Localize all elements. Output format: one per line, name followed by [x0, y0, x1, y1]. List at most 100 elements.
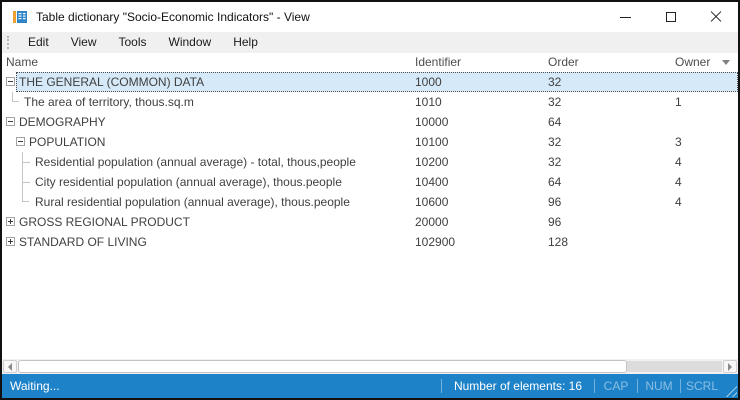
scroll-lock-indicator: SCRL — [685, 379, 718, 393]
menu-gripper-icon — [7, 36, 9, 49]
expand-icon[interactable] — [6, 237, 15, 246]
cell-owner: 3 — [675, 135, 682, 149]
status-message: Waiting... — [10, 379, 60, 393]
column-header-name[interactable]: Name — [6, 55, 39, 69]
menu-edit[interactable]: Edit — [28, 35, 49, 49]
collapse-icon[interactable] — [6, 117, 15, 126]
column-header-identifier[interactable]: Identifier — [415, 55, 462, 69]
table-row[interactable]: DEMOGRAPHY 10000 64 — [2, 112, 738, 132]
scroll-right-button[interactable] — [723, 360, 737, 373]
cell-name: POPULATION — [2, 132, 412, 152]
caps-lock-indicator: CAP — [603, 379, 629, 393]
tree-connector-line — [22, 152, 30, 172]
cell-order: 128 — [548, 235, 569, 249]
cell-identifier: 10400 — [415, 175, 449, 189]
tree-connector-line — [12, 92, 19, 102]
cell-order: 64 — [548, 115, 562, 129]
menu-tools[interactable]: Tools — [118, 35, 147, 49]
row-name-label: Rural residential population (annual ave… — [35, 195, 350, 209]
cell-order: 96 — [548, 215, 562, 229]
cell-owner — [672, 112, 738, 132]
table-row[interactable]: GROSS REGIONAL PRODUCT 20000 96 — [2, 212, 738, 232]
cell-identifier: 10100 — [415, 135, 449, 149]
cell-identifier: 1000 — [415, 75, 442, 89]
cell-name: THE GENERAL (COMMON) DATA — [2, 72, 412, 92]
table-row[interactable]: STANDARD OF LIVING 102900 128 — [2, 232, 738, 252]
table-body: THE GENERAL (COMMON) DATA 1000 32 The area … — [2, 72, 738, 252]
status-separator — [594, 379, 595, 393]
arrow-left-icon — [8, 362, 12, 371]
column-chooser-button[interactable] — [719, 53, 733, 72]
minimize-button[interactable] — [603, 2, 648, 32]
cell-name: DEMOGRAPHY — [2, 112, 412, 132]
window-title: Table dictionary "Socio-Economic Indicat… — [36, 10, 310, 24]
cell-identifier: 1010 — [415, 95, 442, 109]
close-button[interactable] — [693, 2, 738, 32]
cell-name: GROSS REGIONAL PRODUCT — [2, 212, 412, 232]
table-row[interactable]: POPULATION 10100 32 3 — [2, 132, 738, 152]
cell-name: Residential population (annual average) … — [2, 152, 412, 172]
menu-window[interactable]: Window — [168, 35, 212, 49]
menu-help[interactable]: Help — [233, 35, 258, 49]
cell-order: 32 — [548, 75, 562, 89]
row-name-label: POPULATION — [29, 135, 106, 149]
close-icon — [710, 11, 722, 23]
table-row[interactable]: City residential population (annual aver… — [2, 172, 738, 192]
arrow-right-icon — [728, 362, 732, 371]
chevron-down-icon — [722, 60, 730, 65]
menu-view[interactable]: View — [70, 35, 97, 49]
cell-order: 32 — [548, 135, 562, 149]
row-name-label: DEMOGRAPHY — [19, 115, 106, 129]
row-name-label: GROSS REGIONAL PRODUCT — [19, 215, 190, 229]
cell-owner — [672, 232, 738, 252]
cell-order: 64 — [548, 175, 562, 189]
num-lock-indicator: NUM — [645, 379, 673, 393]
maximize-icon — [665, 12, 676, 22]
cell-identifier: 10600 — [415, 195, 449, 209]
cell-identifier: 20000 — [415, 215, 449, 229]
cell-identifier: 10000 — [415, 115, 449, 129]
status-separator — [680, 379, 681, 393]
cell-name: STANDARD OF LIVING — [2, 232, 412, 252]
cell-order: 32 — [548, 155, 562, 169]
empty-area — [2, 252, 738, 359]
cell-identifier: 102900 — [415, 235, 456, 249]
row-name-label: Residential population (annual average) … — [35, 155, 356, 169]
status-separator — [440, 379, 442, 393]
maximize-button[interactable] — [648, 2, 693, 32]
row-name-label: City residential population (annual aver… — [35, 175, 342, 189]
expand-icon[interactable] — [6, 217, 15, 226]
tree-connector-line — [22, 172, 30, 192]
collapse-icon[interactable] — [6, 77, 15, 86]
scrollbar-track[interactable] — [627, 361, 722, 372]
selected-row-highlight — [16, 72, 738, 92]
resize-grip-icon[interactable] — [723, 383, 737, 397]
cell-owner: 4 — [675, 155, 682, 169]
column-header-owner[interactable]: Owner — [675, 55, 711, 69]
table-header: Name Identifier Order Owner — [2, 53, 738, 72]
cell-name: City residential population (annual aver… — [2, 172, 412, 192]
cell-owner — [672, 212, 738, 232]
cell-identifier: 10200 — [415, 155, 449, 169]
tree-connector-line — [22, 192, 29, 202]
table-row[interactable]: THE GENERAL (COMMON) DATA 1000 32 — [2, 72, 738, 92]
cell-name: Rural residential population (annual ave… — [2, 192, 412, 212]
horizontal-scrollbar[interactable] — [2, 359, 738, 374]
column-header-order[interactable]: Order — [548, 55, 579, 69]
cell-order: 32 — [548, 95, 562, 109]
scroll-left-button[interactable] — [3, 360, 17, 373]
table-row[interactable]: The area of territory, thous.sq.m 1010 32 1 — [2, 92, 738, 112]
cell-order: 96 — [548, 195, 562, 209]
scrollbar-thumb[interactable] — [18, 360, 627, 373]
table-row[interactable]: Residential population (annual average) … — [2, 152, 738, 172]
status-separator — [637, 379, 638, 393]
collapse-icon[interactable] — [16, 137, 25, 146]
title-bar: Table dictionary "Socio-Economic Indicat… — [2, 2, 738, 32]
cell-owner — [672, 72, 738, 92]
status-bar: Waiting... Number of elements: 16 CAP NU… — [2, 374, 738, 398]
cell-owner: 4 — [675, 175, 682, 189]
table-row[interactable]: Rural residential population (annual ave… — [2, 192, 738, 212]
minimize-icon — [620, 16, 631, 18]
row-name-label: STANDARD OF LIVING — [19, 235, 147, 249]
